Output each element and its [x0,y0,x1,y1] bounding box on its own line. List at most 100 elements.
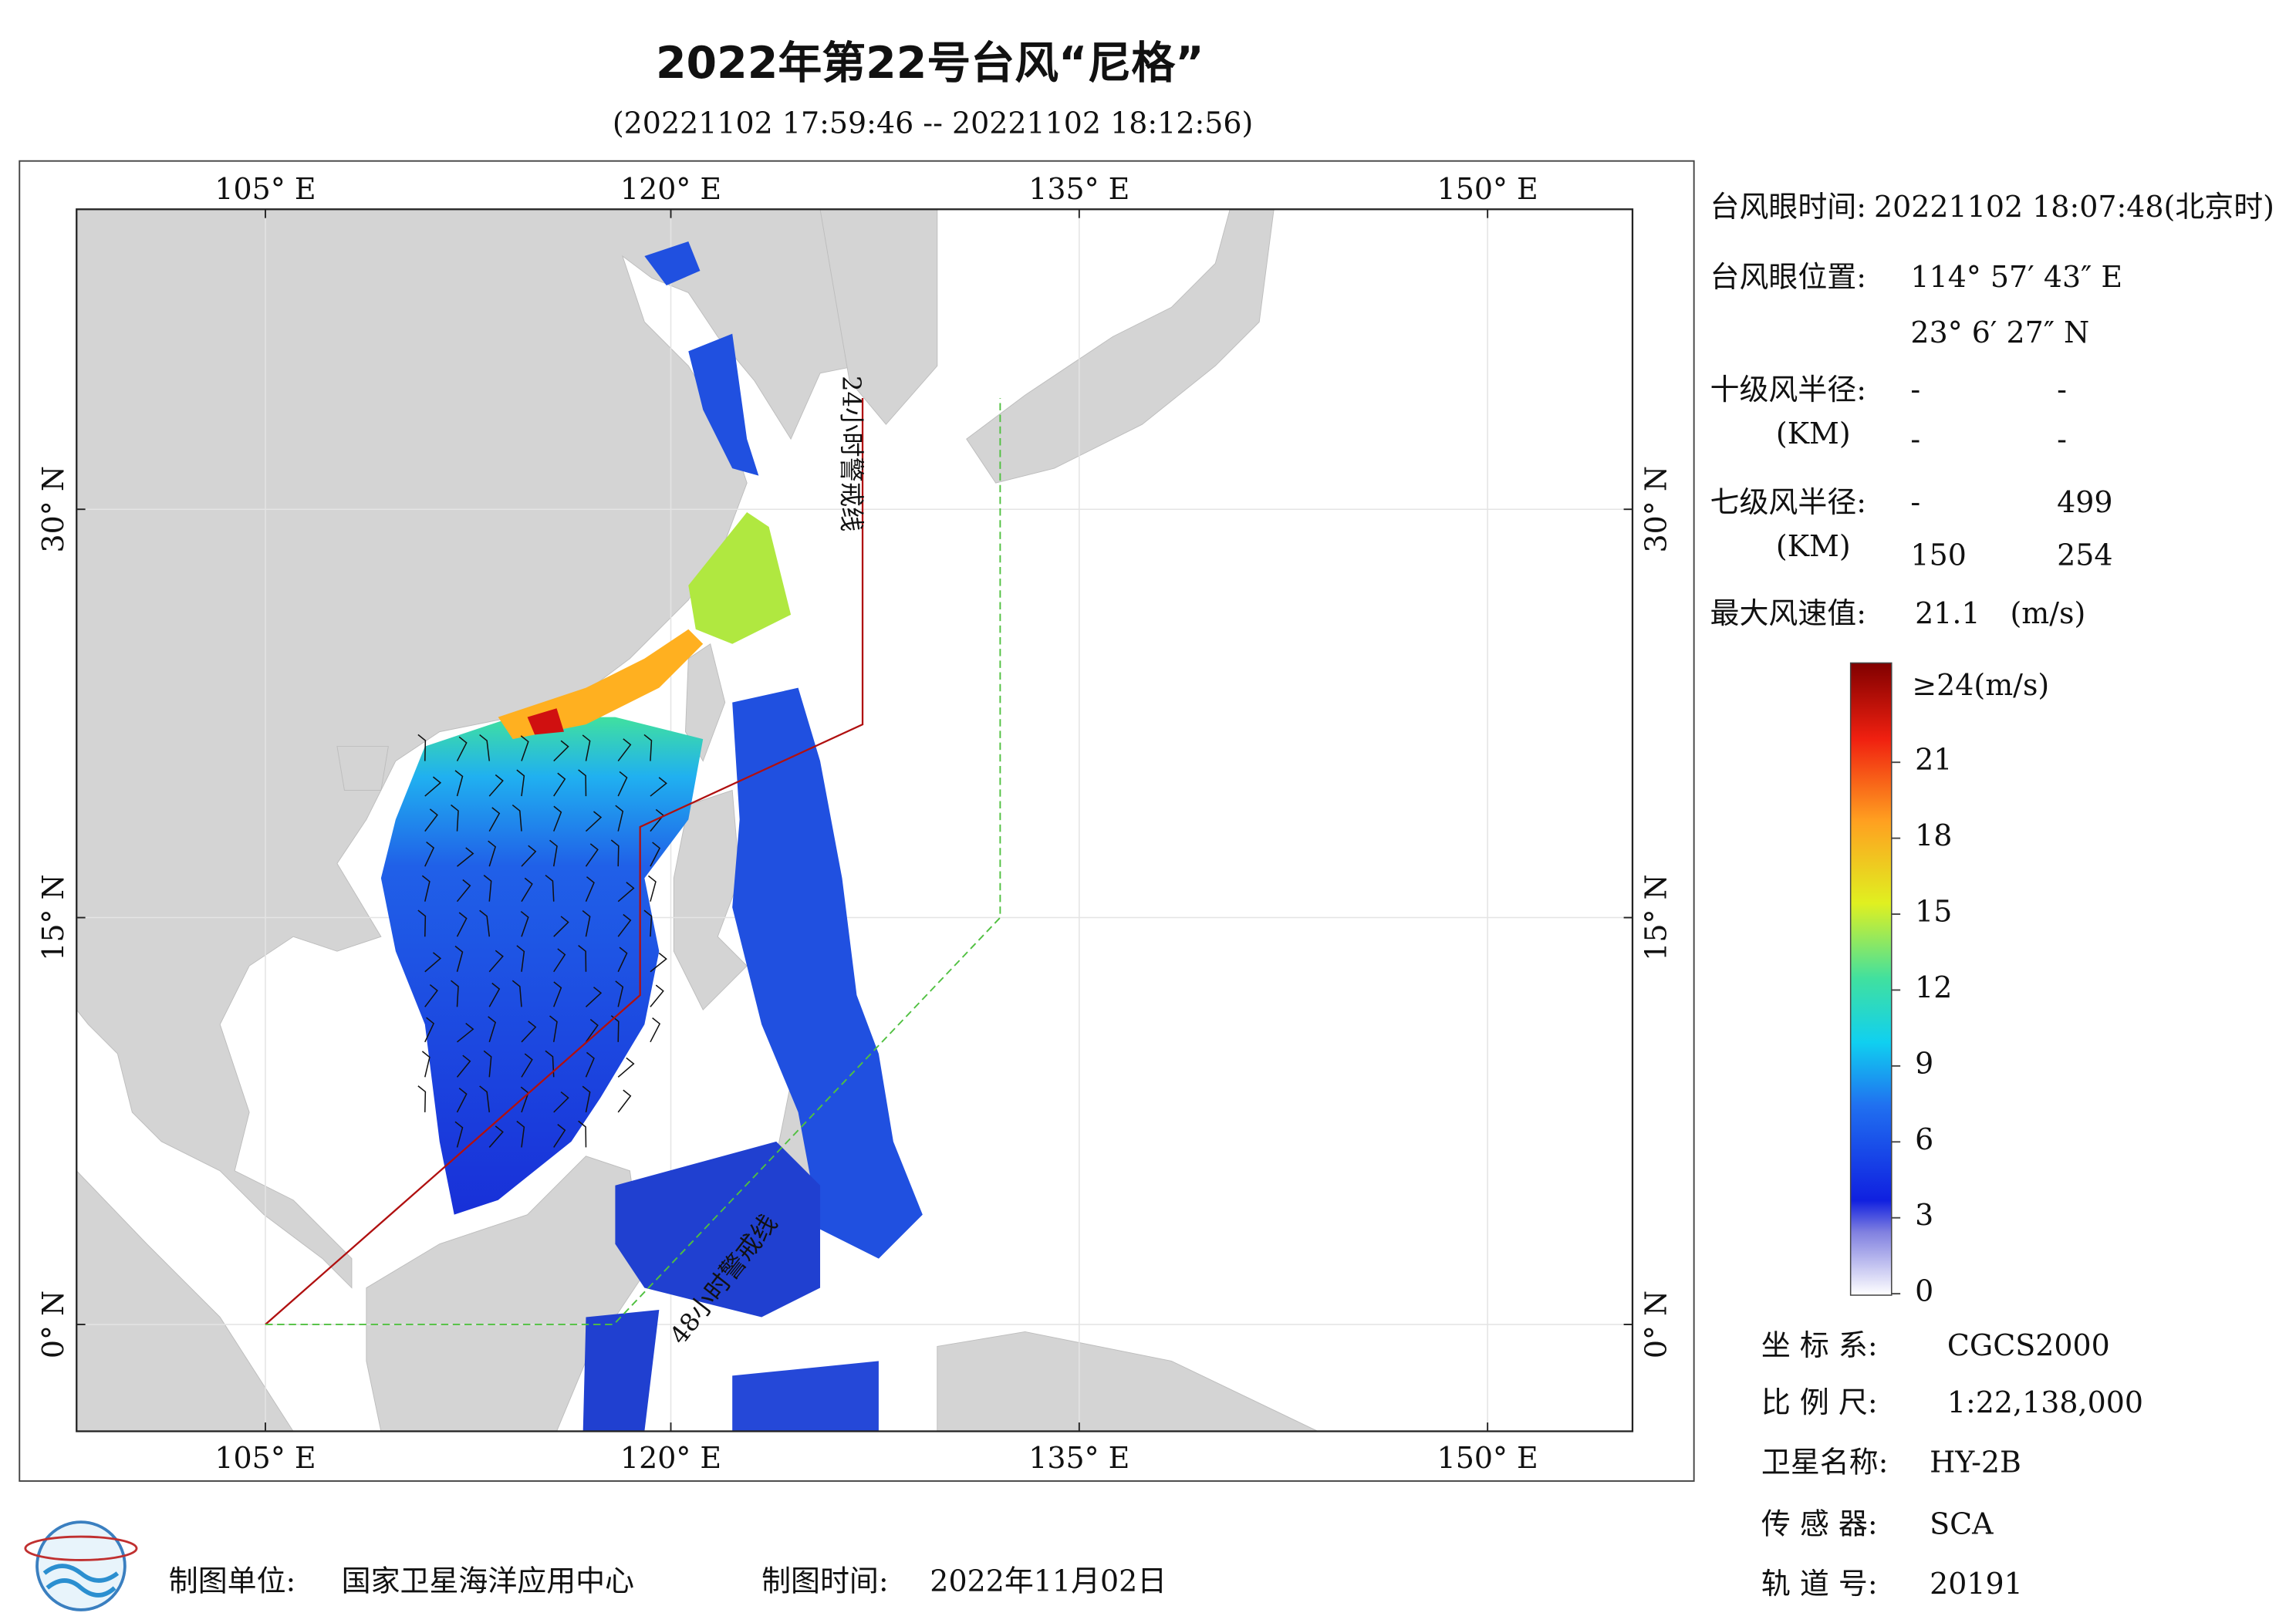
colorbar-ticks: 21 18 15 12 9 6 3 0 [1891,743,1952,1308]
colorbar-tick-label: 0 [1915,1274,1933,1308]
wind-barb [585,843,599,867]
info-value: 114° 57′ 43″ E [1910,260,2122,294]
info-value: 254 [2057,538,2112,572]
land [966,209,1275,484]
wind-barb [585,1018,599,1043]
wind-barb [553,805,562,832]
wind-barb [424,952,442,973]
wind-barb [521,1053,533,1078]
lat-label: 15° N [1639,874,1673,961]
info-label: 七级风半径: [1710,485,1866,519]
wind-barb [516,945,525,972]
wind-barbs [417,734,667,1148]
wind-barb [615,805,624,832]
wind-barb [488,774,504,797]
wind-barb [650,1017,661,1043]
meta-value: SCA [1930,1507,1994,1540]
wind-barb [516,1120,525,1148]
info-value: 21.1 [1915,596,1980,630]
wind-swath [688,512,792,644]
wind-swath [644,241,701,285]
wind-barb [582,734,591,761]
info-value: 150 [1910,538,1966,572]
wind-barb [617,1057,635,1078]
lat-label: 15° N [36,874,70,961]
colorbar-tick-label: 3 [1915,1198,1933,1232]
lat-label: 0° N [1639,1291,1673,1358]
logo-waves [42,1564,120,1598]
lon-label: 105° E [214,172,316,206]
lat-label: 30° N [36,466,70,553]
footer-value: 2022年11月02日 [930,1564,1167,1598]
info-label: (KM) [1776,529,1851,563]
logo [24,1520,138,1611]
wind-barb [553,1091,569,1113]
wind-barb [553,740,569,762]
lon-label: 105° E [214,1441,316,1475]
wind-barb [424,841,435,867]
info-value: 499 [2057,485,2112,519]
info-label: (KM) [1776,417,1851,450]
meta-label: 坐 标 系: [1761,1328,1878,1362]
land [685,643,726,762]
lon-label: 120° E [620,1441,721,1475]
wind-barb [424,1017,435,1043]
wind-barb [578,1120,587,1148]
wind-barb [456,879,471,903]
land [76,1170,294,1432]
wind-barb [488,950,504,973]
lat-label: 30° N [1639,466,1673,553]
colorbar-tick-label: 15 [1915,895,1952,929]
warning-line-24h [265,398,864,1325]
info-value: - [2057,422,2067,456]
wind-swath [582,1309,660,1432]
info-value: 20221102 18:07:48(北京时) [1874,190,2274,224]
meta-label: 传 感 器: [1761,1507,1878,1540]
colorbar-tick-label: 21 [1915,743,1952,777]
lon-label: 135° E [1028,1441,1129,1475]
wind-barb [582,909,591,937]
wind-barb [553,948,566,973]
footer-value: 国家卫星海洋应用中心 [342,1564,634,1598]
info-label: 台风眼时间: [1710,190,1866,224]
wind-barb [456,1054,471,1078]
wind-barb [549,1015,558,1042]
wind-swath [732,1361,879,1432]
wind-barb [549,839,558,867]
info-value: 23° 6′ 27″ N [1910,315,2089,349]
wind-barb [585,876,595,902]
lon-label: 135° E [1028,172,1129,206]
footer-label: 制图单位: [169,1564,296,1598]
info-value: - [2057,373,2067,407]
map-body: 24小时警戒线 48小时警戒线 [76,209,1633,1432]
axis-labels: 105° E 105° E 120° E 120° E 135° E 135° E 150°… [36,172,1673,1475]
lat-label: 0° N [36,1291,70,1358]
wind-barb [424,776,442,797]
colorbar-top-label: ≥24(m/s) [1912,668,2049,702]
wind-barb [650,842,661,867]
wind-barb [643,909,653,937]
wind-swath [688,333,759,476]
land [76,209,857,1289]
colorbar-tick-label: 18 [1915,818,1952,852]
info-value: - [1910,422,1920,456]
metadata: 坐 标 系: CGCS2000 比 例 尺: 1:22,138,000 卫星名称: HY-… [1761,1328,2143,1601]
wind-barb [421,875,430,902]
meta-value: HY-2B [1930,1446,2021,1480]
logo-ring [35,1520,127,1611]
land [366,1156,645,1432]
wind-barb [483,1050,492,1078]
wind-swath [732,687,923,1259]
wind-barb [617,1089,632,1113]
wind-barb [479,1085,491,1112]
colorbar-tick-label: 6 [1915,1122,1933,1156]
info-value: (m/s) [2010,596,2085,630]
info-value: - [1910,373,1920,407]
wind-barb [479,909,491,937]
wind-barb [451,980,459,1007]
wind-barb [617,882,635,903]
map-border [76,208,1634,1432]
lon-label: 150° E [1437,172,1538,206]
